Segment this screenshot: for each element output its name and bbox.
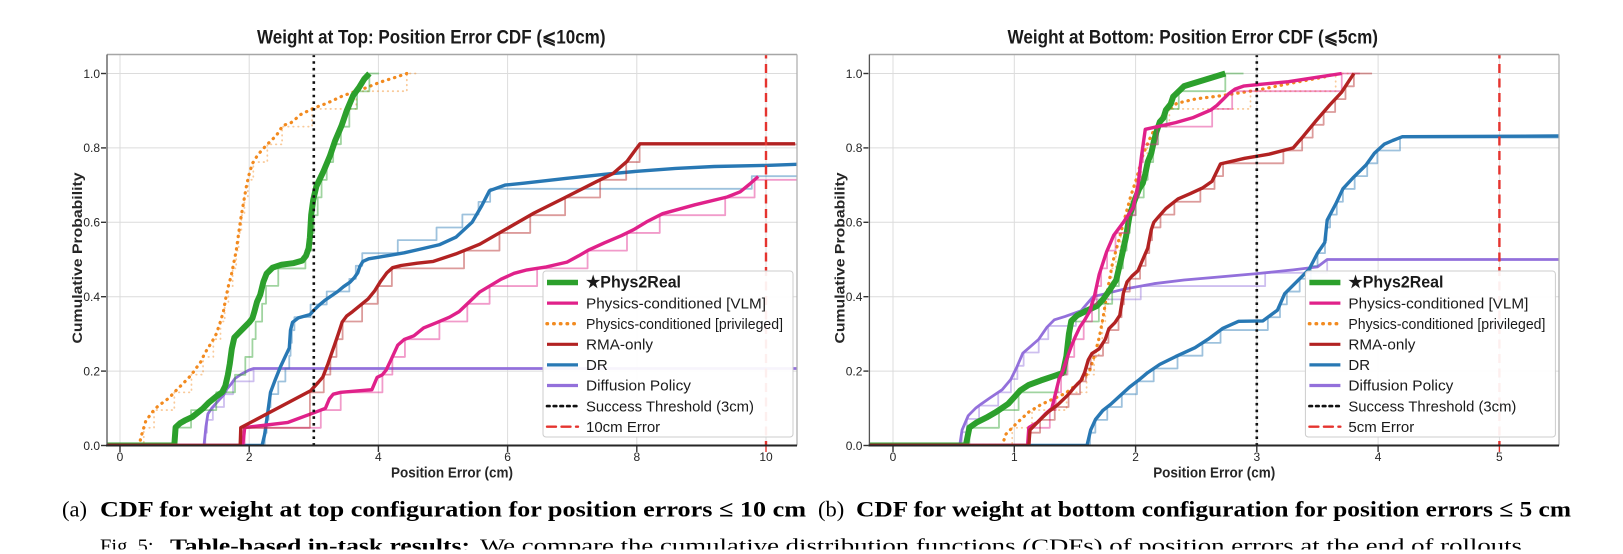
svg-text:CDF for weight at bottom confi: CDF for weight at bottom configuration f… (856, 497, 1571, 522)
svg-text:Position Error (cm): Position Error (cm) (1153, 465, 1275, 482)
svg-text:Physics-conditioned [VLM]: Physics-conditioned [VLM] (586, 295, 766, 312)
svg-text:Cumulative Probability: Cumulative Probability (69, 172, 85, 343)
svg-text:Diffusion Policy: Diffusion Policy (586, 378, 691, 395)
svg-text:Cumulative Probability: Cumulative Probability (831, 172, 847, 343)
svg-text:RMA-only: RMA-only (586, 337, 653, 354)
svg-text:DR: DR (1348, 357, 1370, 374)
svg-text:Diffusion Policy: Diffusion Policy (1348, 378, 1453, 395)
svg-text:4: 4 (1375, 450, 1382, 464)
svg-text:0.0: 0.0 (846, 439, 863, 453)
svg-text:2: 2 (1132, 450, 1139, 464)
svg-text:1.0: 1.0 (846, 67, 863, 81)
svg-text:★Phys2Real: ★Phys2Real (586, 274, 681, 292)
svg-text:10: 10 (759, 450, 773, 464)
svg-text:RMA-only: RMA-only (1348, 337, 1415, 354)
svg-text:Position Error (cm): Position Error (cm) (391, 465, 513, 482)
svg-text:4: 4 (375, 450, 382, 464)
svg-text:(a): (a) (62, 497, 87, 522)
svg-text:5cm Error: 5cm Error (1348, 419, 1414, 436)
svg-text:10cm Error: 10cm Error (586, 419, 660, 436)
svg-text:0.6: 0.6 (83, 216, 100, 230)
svg-text:DR: DR (586, 357, 608, 374)
svg-text:CDF for weight at top configur: CDF for weight at top configuration for … (100, 497, 806, 522)
svg-text:5: 5 (1496, 450, 1503, 464)
svg-text:1.0: 1.0 (83, 67, 100, 81)
svg-text:0.8: 0.8 (83, 141, 100, 155)
svg-text:0: 0 (890, 450, 897, 464)
svg-text:0.4: 0.4 (83, 290, 100, 304)
svg-text:0.2: 0.2 (846, 364, 863, 378)
svg-text:★Phys2Real: ★Phys2Real (1348, 274, 1443, 292)
svg-text:Physics-conditioned [VLM]: Physics-conditioned [VLM] (1348, 295, 1528, 312)
svg-text:0.0: 0.0 (83, 439, 100, 453)
svg-text:(b): (b) (818, 497, 844, 522)
svg-text:0.8: 0.8 (846, 141, 863, 155)
svg-text:Physics-conditioned [privilege: Physics-conditioned [privileged] (586, 316, 783, 333)
svg-text:Fig. 5:: Fig. 5: (100, 536, 154, 554)
svg-text:We compare the cumulative dist: We compare the cumulative distribution f… (480, 536, 1522, 554)
svg-text:0.4: 0.4 (846, 290, 863, 304)
svg-text:3: 3 (1253, 450, 1260, 464)
svg-text:0: 0 (117, 450, 124, 464)
svg-text:0.6: 0.6 (846, 216, 863, 230)
svg-text:6: 6 (504, 450, 511, 464)
svg-text:Success Threshold (3cm): Success Threshold (3cm) (586, 398, 754, 415)
svg-text:1: 1 (1011, 450, 1018, 464)
svg-text:Table-based in-task results:: Table-based in-task results: (170, 536, 470, 554)
svg-text:0.2: 0.2 (83, 364, 100, 378)
svg-text:Success Threshold (3cm): Success Threshold (3cm) (1348, 398, 1516, 415)
svg-text:Weight at Bottom: Position Err: Weight at Bottom: Position Error CDF (⩽5… (1008, 27, 1379, 49)
svg-text:Physics-conditioned [privilege: Physics-conditioned [privileged] (1348, 316, 1545, 333)
svg-text:2: 2 (246, 450, 253, 464)
svg-text:Weight at Top: Position Error: Weight at Top: Position Error CDF (⩽10cm… (257, 27, 606, 49)
svg-text:8: 8 (633, 450, 640, 464)
